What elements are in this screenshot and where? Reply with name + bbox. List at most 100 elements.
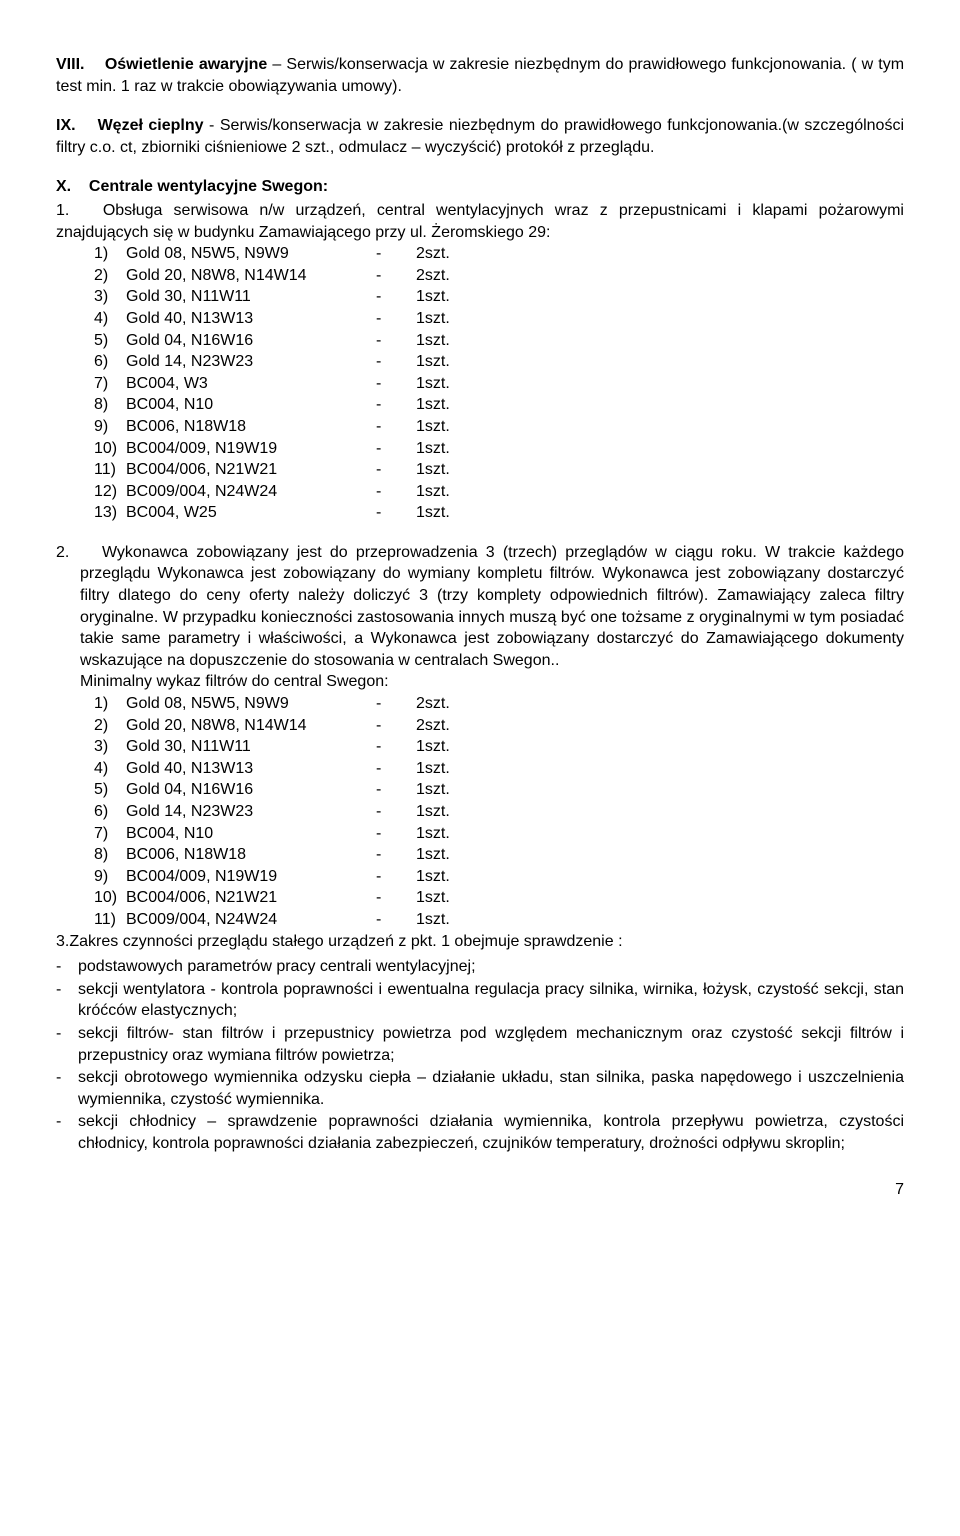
list-item-dash: - xyxy=(376,866,416,888)
list-item: 6)Gold 14, N23W23-1szt. xyxy=(94,801,904,823)
list-item: 9)BC004/009, N19W19-1szt. xyxy=(94,866,904,888)
section-8-dash: – xyxy=(272,56,286,73)
list-item-name: BC009/004, N24W24 xyxy=(126,481,376,503)
section-8: VIII. Oświetlenie awaryjne – Serwis/kons… xyxy=(56,54,904,97)
list-item-name: Gold 14, N23W23 xyxy=(126,351,376,373)
list-item-dash: - xyxy=(376,887,416,909)
list-item: 1)Gold 08, N5W5, N9W9-2szt. xyxy=(94,243,904,265)
list-item-num: 10) xyxy=(94,887,126,909)
list-item: 11)BC004/006, N21W21-1szt. xyxy=(94,459,904,481)
list-item-name: Gold 30, N11W11 xyxy=(126,286,376,308)
list-item-dash: - xyxy=(376,373,416,395)
scope-item-text: sekcji wentylatora - kontrola poprawnośc… xyxy=(78,979,904,1022)
list-item: 12)BC009/004, N24W24-1szt. xyxy=(94,481,904,503)
list-item-qty: 1szt. xyxy=(416,330,450,352)
list-item-dash: - xyxy=(376,502,416,524)
section-9-title: Węzeł cieplny xyxy=(98,117,204,134)
list-item-qty: 1szt. xyxy=(416,459,450,481)
list-item-num: 4) xyxy=(94,308,126,330)
list-item-dash: - xyxy=(376,758,416,780)
list-item-name: BC004, N10 xyxy=(126,394,376,416)
list-item-name: Gold 14, N23W23 xyxy=(126,801,376,823)
list-item-name: Gold 08, N5W5, N9W9 xyxy=(126,243,376,265)
list-item: 8)BC004, N10-1szt. xyxy=(94,394,904,416)
list-item-num: 10) xyxy=(94,438,126,460)
list-item-name: BC004/009, N19W19 xyxy=(126,866,376,888)
list-item-name: Gold 40, N13W13 xyxy=(126,308,376,330)
section-8-num: VIII. xyxy=(56,56,84,73)
list-item-dash: - xyxy=(376,351,416,373)
list-item-num: 13) xyxy=(94,502,126,524)
para-1: 1. Obsługa serwisowa n/w urządzeń, centr… xyxy=(56,200,904,243)
list-item-qty: 1szt. xyxy=(416,866,450,888)
list-item-num: 11) xyxy=(94,909,126,931)
list-item-qty: 1szt. xyxy=(416,502,450,524)
list-item-qty: 1szt. xyxy=(416,887,450,909)
list-item-qty: 1szt. xyxy=(416,438,450,460)
list-item-dash: - xyxy=(376,330,416,352)
list-item-qty: 1szt. xyxy=(416,758,450,780)
section-10-title: Centrale wentylacyjne Swegon: xyxy=(89,178,328,195)
list-item: 11)BC009/004, N24W24-1szt. xyxy=(94,909,904,931)
list-item-dash: - xyxy=(376,394,416,416)
list-item-dash: - xyxy=(376,844,416,866)
para-2b: Minimalny wykaz filtrów do central Swego… xyxy=(56,671,904,693)
para-2-num: 2. xyxy=(56,544,69,561)
list-item-name: Gold 04, N16W16 xyxy=(126,330,376,352)
list-item: 3)Gold 30, N11W11-1szt. xyxy=(94,736,904,758)
dash-icon: - xyxy=(56,956,78,978)
list-item: 5)Gold 04, N16W16-1szt. xyxy=(94,779,904,801)
list-item-name: BC004, N10 xyxy=(126,823,376,845)
equipment-list-2: 1)Gold 08, N5W5, N9W9-2szt.2)Gold 20, N8… xyxy=(94,693,904,931)
list-item-dash: - xyxy=(376,308,416,330)
list-item-num: 3) xyxy=(94,736,126,758)
list-item-name: BC004, W25 xyxy=(126,502,376,524)
list-item-num: 3) xyxy=(94,286,126,308)
list-item-name: Gold 20, N8W8, N14W14 xyxy=(126,715,376,737)
list-item: 1)Gold 08, N5W5, N9W9-2szt. xyxy=(94,693,904,715)
list-item-qty: 1szt. xyxy=(416,779,450,801)
list-item: 4)Gold 40, N13W13-1szt. xyxy=(94,308,904,330)
list-item-name: Gold 04, N16W16 xyxy=(126,779,376,801)
scope-item: -sekcji filtrów- stan filtrów i przepust… xyxy=(56,1023,904,1066)
list-item: 6)Gold 14, N23W23-1szt. xyxy=(94,351,904,373)
para-2: 2. Wykonawca zobowiązany jest do przepro… xyxy=(56,542,904,672)
scope-item: -sekcji obrotowego wymiennika odzysku ci… xyxy=(56,1067,904,1110)
list-item-qty: 2szt. xyxy=(416,243,450,265)
list-item-dash: - xyxy=(376,909,416,931)
scope-item-text: sekcji filtrów- stan filtrów i przepustn… xyxy=(78,1023,904,1066)
list-item: 9)BC006, N18W18-1szt. xyxy=(94,416,904,438)
list-item-num: 12) xyxy=(94,481,126,503)
list-item-name: Gold 30, N11W11 xyxy=(126,736,376,758)
list-item-num: 8) xyxy=(94,394,126,416)
list-item-qty: 1szt. xyxy=(416,351,450,373)
list-item-num: 6) xyxy=(94,801,126,823)
list-item-num: 8) xyxy=(94,844,126,866)
list-item-name: Gold 20, N8W8, N14W14 xyxy=(126,265,376,287)
list-item-num: 5) xyxy=(94,330,126,352)
list-item-dash: - xyxy=(376,693,416,715)
list-item-dash: - xyxy=(376,481,416,503)
scope-item: -podstawowych parametrów pracy centrali … xyxy=(56,956,904,978)
section-9: IX. Węzeł cieplny - Serwis/konserwacja w… xyxy=(56,115,904,158)
list-item-dash: - xyxy=(376,823,416,845)
para-3: 3.Zakres czynności przeglądu stałego urz… xyxy=(56,931,904,953)
list-item-dash: - xyxy=(376,779,416,801)
dash-icon: - xyxy=(56,1023,78,1066)
list-item-num: 11) xyxy=(94,459,126,481)
list-item-num: 5) xyxy=(94,779,126,801)
list-item-qty: 1szt. xyxy=(416,394,450,416)
dash-icon: - xyxy=(56,979,78,1022)
list-item: 3)Gold 30, N11W11-1szt. xyxy=(94,286,904,308)
list-item-name: BC004/009, N19W19 xyxy=(126,438,376,460)
list-item-num: 9) xyxy=(94,866,126,888)
list-item-qty: 1szt. xyxy=(416,909,450,931)
list-item-name: BC004/006, N21W21 xyxy=(126,459,376,481)
list-item-name: Gold 08, N5W5, N9W9 xyxy=(126,693,376,715)
scope-item-text: sekcji chłodnicy – sprawdzenie poprawnoś… xyxy=(78,1111,904,1154)
list-item-qty: 1szt. xyxy=(416,416,450,438)
list-item-dash: - xyxy=(376,801,416,823)
list-item-name: BC006, N18W18 xyxy=(126,844,376,866)
scope-item-text: sekcji obrotowego wymiennika odzysku cie… xyxy=(78,1067,904,1110)
list-item-dash: - xyxy=(376,243,416,265)
